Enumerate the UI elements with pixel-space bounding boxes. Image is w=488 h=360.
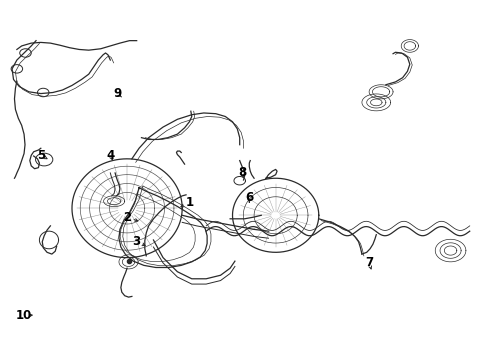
Text: 8: 8 [238,166,246,179]
Text: 10: 10 [16,309,32,322]
Text: 7: 7 [364,256,372,269]
Text: 6: 6 [244,191,253,204]
Text: 4: 4 [106,149,114,162]
Text: 1: 1 [185,197,193,210]
Text: 9: 9 [113,87,122,100]
Text: 3: 3 [132,235,141,248]
Text: 2: 2 [123,211,131,224]
Text: 5: 5 [37,149,45,162]
